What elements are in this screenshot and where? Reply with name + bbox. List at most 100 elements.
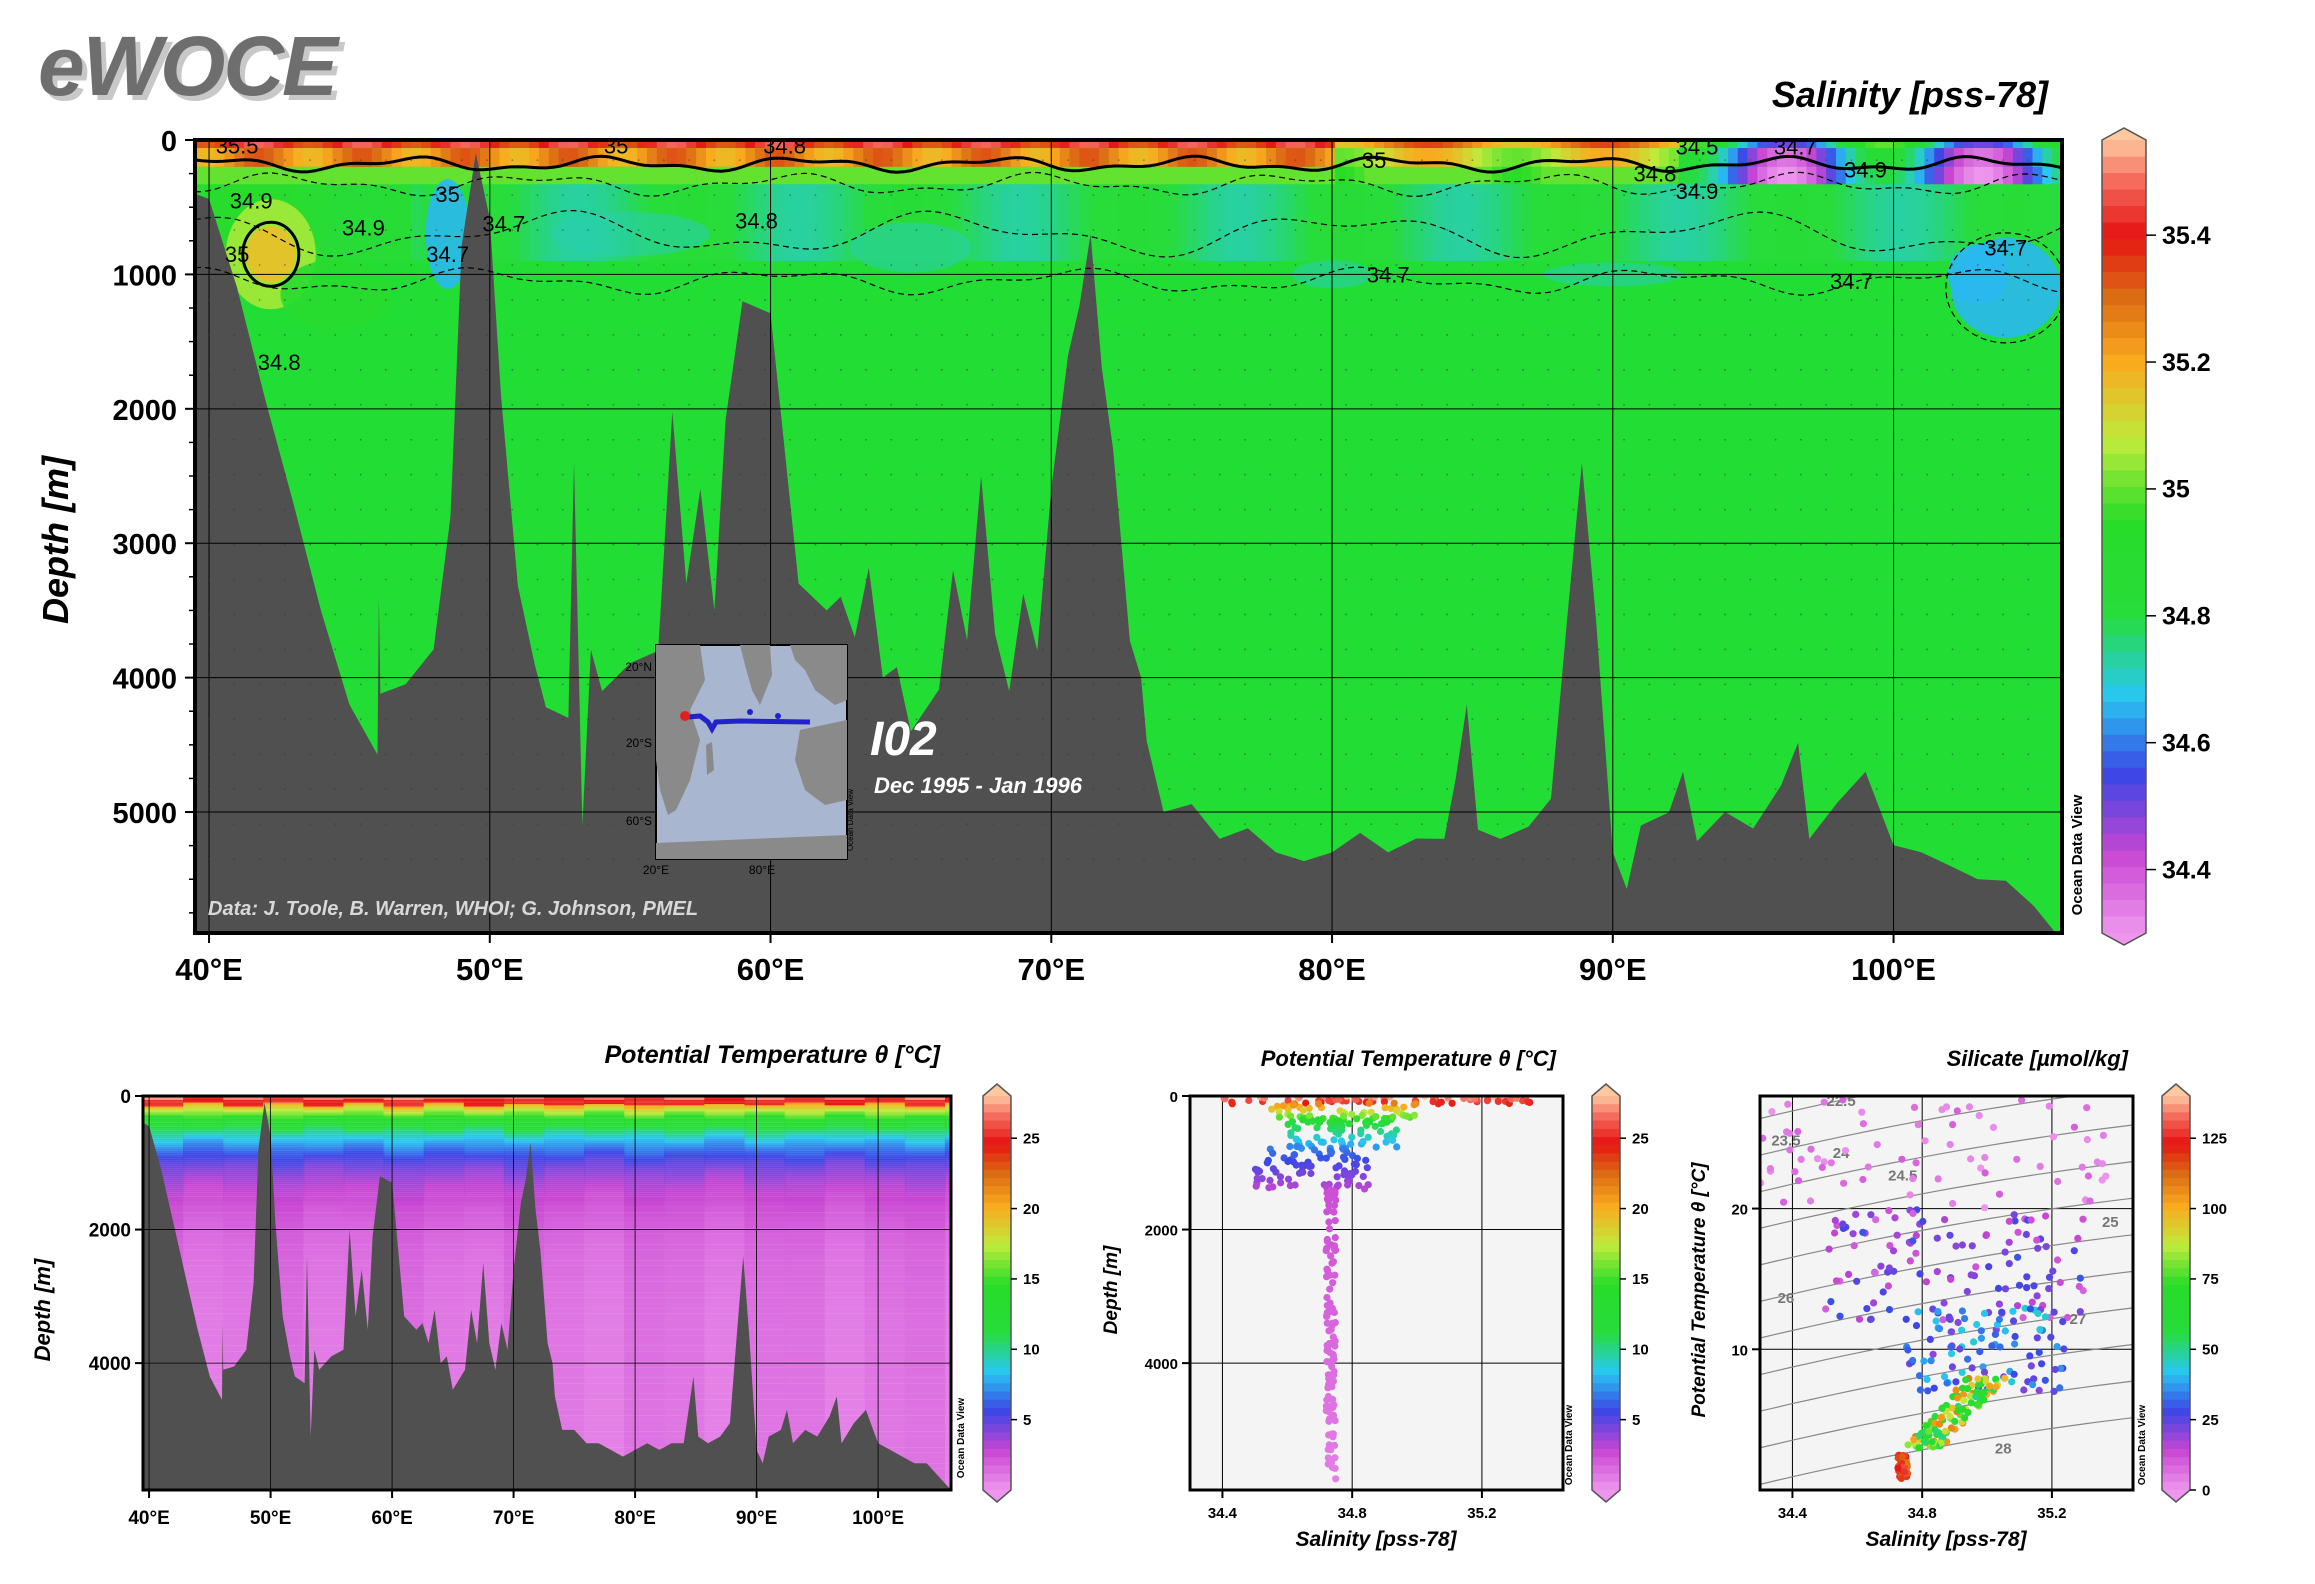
station-dot xyxy=(1875,578,1878,581)
station-dot xyxy=(1319,823,1322,826)
station-dot xyxy=(1597,299,1600,301)
temperature-cell xyxy=(303,1161,345,1163)
salinity-cell xyxy=(1049,140,1060,149)
temperature-cell xyxy=(704,1118,746,1121)
salinity-cell xyxy=(1354,140,1365,149)
temperature-cell xyxy=(944,1190,951,1193)
station-dot xyxy=(991,368,994,371)
station-dot xyxy=(637,718,640,721)
temperature-cell xyxy=(784,1121,826,1123)
station-dot xyxy=(1698,159,1701,162)
temperature-cell xyxy=(503,1157,546,1159)
temperature-cell xyxy=(463,1206,506,1213)
salinity-cell xyxy=(322,166,333,185)
colorbar-segment xyxy=(2102,173,2146,191)
temperature-cell xyxy=(744,1138,786,1141)
temperature-cell xyxy=(143,1168,185,1170)
temperature-cell xyxy=(343,1148,385,1150)
temperature-cell xyxy=(944,1121,951,1123)
station-dot xyxy=(1547,823,1550,826)
station-dot xyxy=(283,683,286,686)
salinity-cell xyxy=(509,166,520,185)
temperature-cell xyxy=(383,1166,425,1169)
station-dot xyxy=(839,613,842,616)
temperature-cell xyxy=(624,1130,666,1133)
station-dot xyxy=(865,264,867,266)
temperature-cell xyxy=(303,1108,345,1110)
temperature-cell xyxy=(223,1145,265,1147)
station-dot xyxy=(915,159,918,162)
station-dot xyxy=(991,578,994,581)
station-dot xyxy=(865,194,867,197)
salinity-cell xyxy=(1305,148,1316,167)
station-dot xyxy=(1244,823,1246,826)
temperature-cell xyxy=(223,1117,265,1119)
station-dot xyxy=(1269,229,1272,231)
station-dot xyxy=(1926,403,1929,406)
temperature-cell xyxy=(263,1286,305,1293)
temperature-cell xyxy=(784,1249,826,1256)
station-dot xyxy=(1471,858,1474,860)
temperature-cell xyxy=(944,1108,951,1110)
temperature-cell xyxy=(744,1152,786,1154)
station-dot xyxy=(2002,543,2004,546)
temperature-cell xyxy=(543,1172,586,1174)
temperature-cell xyxy=(784,1120,826,1122)
temperature-cell xyxy=(824,1194,866,1197)
station-dot xyxy=(865,788,867,791)
colorbar-segment xyxy=(2102,519,2146,538)
temperature-cell xyxy=(784,1165,826,1167)
salinity-cell xyxy=(499,140,510,149)
temperature-cell xyxy=(744,1141,786,1143)
station-dot xyxy=(1825,788,1828,791)
station-dot xyxy=(334,683,337,686)
temperature-cell xyxy=(704,1276,746,1282)
temperature-cell xyxy=(263,1319,305,1325)
temperature-cell xyxy=(584,1125,626,1127)
temperature-cell xyxy=(824,1158,866,1161)
temperature-cell xyxy=(864,1244,907,1250)
station-dot xyxy=(1446,368,1449,371)
station-dot xyxy=(814,403,817,406)
temperature-cell xyxy=(543,1196,586,1202)
temperature-cell xyxy=(463,1120,506,1122)
salinity-cell xyxy=(922,148,933,167)
temperature-cell xyxy=(543,1297,586,1304)
station-dot xyxy=(940,438,943,441)
temperature-cell xyxy=(584,1188,626,1190)
temperature-cell xyxy=(343,1109,385,1111)
station-dot xyxy=(1774,438,1777,441)
temperature-cell xyxy=(463,1178,506,1181)
station-dot xyxy=(2027,788,2030,791)
temperature-cell xyxy=(784,1129,826,1131)
station-dot xyxy=(1345,264,1347,266)
temperature-cell xyxy=(824,1150,866,1153)
station-dot xyxy=(1850,473,1853,476)
station-dot xyxy=(359,438,362,441)
station-dot xyxy=(991,264,994,266)
temperature-cell xyxy=(904,1106,947,1109)
salinity-cell xyxy=(1364,166,1375,185)
temperature-cell xyxy=(423,1109,465,1111)
station-dot xyxy=(713,578,716,581)
station-dot xyxy=(865,438,867,441)
station-dot xyxy=(1800,508,1802,511)
station-dot xyxy=(1850,159,1853,162)
station-dot xyxy=(1597,613,1600,616)
temperature-cell xyxy=(543,1286,586,1293)
temperature-cell xyxy=(784,1100,826,1102)
temperature-cell xyxy=(824,1356,866,1362)
station-dot xyxy=(1623,438,1625,441)
temperature-cell xyxy=(824,1101,866,1103)
station-dot xyxy=(1850,858,1853,860)
temperature-cell xyxy=(263,1136,305,1138)
station-dot xyxy=(1420,473,1423,476)
temperature-cell xyxy=(784,1188,826,1190)
station-dot xyxy=(1168,368,1171,371)
salinity-cell xyxy=(1452,140,1463,149)
station-dot xyxy=(309,858,312,860)
station-dot xyxy=(1067,823,1070,826)
temperature-cell xyxy=(343,1101,385,1103)
salinity-cell xyxy=(647,140,658,149)
station-dot xyxy=(1294,368,1297,371)
